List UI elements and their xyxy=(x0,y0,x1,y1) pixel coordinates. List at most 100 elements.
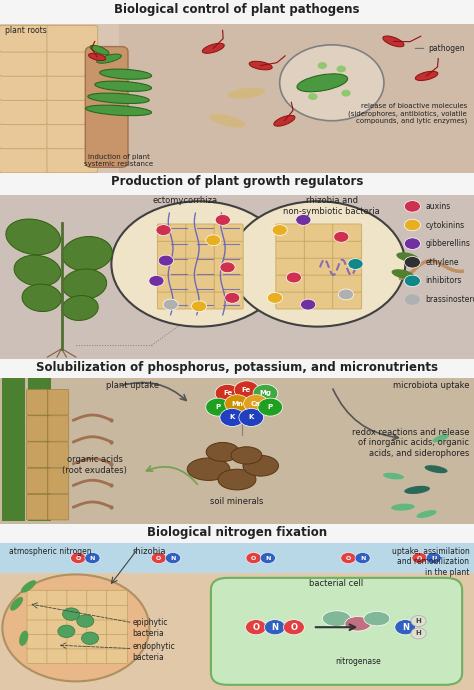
Circle shape xyxy=(404,238,420,249)
Circle shape xyxy=(334,231,349,242)
Text: Solubilization of phosphorus, potassium, and micronutrients: Solubilization of phosphorus, potassium,… xyxy=(36,361,438,374)
FancyBboxPatch shape xyxy=(0,544,474,573)
FancyBboxPatch shape xyxy=(27,494,47,520)
Text: epiphytic
bacteria: epiphytic bacteria xyxy=(133,618,168,638)
FancyBboxPatch shape xyxy=(48,389,69,415)
FancyBboxPatch shape xyxy=(67,649,88,664)
FancyBboxPatch shape xyxy=(304,292,333,309)
Circle shape xyxy=(404,275,420,286)
FancyBboxPatch shape xyxy=(47,98,98,124)
Ellipse shape xyxy=(187,458,230,480)
FancyBboxPatch shape xyxy=(27,649,48,664)
Text: ectomycorrhiza: ectomycorrhiza xyxy=(152,196,218,205)
FancyBboxPatch shape xyxy=(27,469,47,494)
Text: N: N xyxy=(265,555,271,560)
Circle shape xyxy=(244,395,268,413)
Text: N: N xyxy=(360,555,365,560)
Text: auxins: auxins xyxy=(426,202,451,211)
Circle shape xyxy=(225,293,240,303)
FancyBboxPatch shape xyxy=(214,224,243,241)
Circle shape xyxy=(395,620,416,635)
Ellipse shape xyxy=(62,295,98,320)
FancyBboxPatch shape xyxy=(276,224,305,241)
Ellipse shape xyxy=(218,469,256,490)
FancyBboxPatch shape xyxy=(276,258,305,275)
Circle shape xyxy=(206,235,221,246)
Text: microbiota uptake: microbiota uptake xyxy=(393,381,469,391)
Text: atmospheric nitrogen: atmospheric nitrogen xyxy=(9,546,92,556)
Circle shape xyxy=(77,615,94,627)
Text: induction of plant
systemic resistance: induction of plant systemic resistance xyxy=(84,155,153,168)
Ellipse shape xyxy=(62,269,107,299)
Text: gibberellins: gibberellins xyxy=(426,239,471,248)
Circle shape xyxy=(280,45,384,121)
Ellipse shape xyxy=(95,81,152,91)
Text: H: H xyxy=(416,618,421,624)
FancyBboxPatch shape xyxy=(47,74,98,100)
Ellipse shape xyxy=(21,580,36,593)
FancyBboxPatch shape xyxy=(304,241,333,258)
Text: redox reactions and release
of inorganic acids, organic
acids, and siderophores: redox reactions and release of inorganic… xyxy=(352,428,469,457)
FancyBboxPatch shape xyxy=(107,633,128,649)
FancyBboxPatch shape xyxy=(2,378,25,521)
Ellipse shape xyxy=(396,253,419,262)
FancyBboxPatch shape xyxy=(0,172,474,195)
FancyBboxPatch shape xyxy=(67,604,88,620)
Circle shape xyxy=(239,408,264,426)
Circle shape xyxy=(411,628,426,639)
FancyBboxPatch shape xyxy=(214,241,243,258)
Circle shape xyxy=(404,294,420,305)
FancyBboxPatch shape xyxy=(333,258,362,275)
Ellipse shape xyxy=(249,61,272,70)
Circle shape xyxy=(85,553,100,564)
FancyBboxPatch shape xyxy=(87,620,108,635)
FancyBboxPatch shape xyxy=(214,258,243,275)
FancyBboxPatch shape xyxy=(47,146,98,173)
FancyBboxPatch shape xyxy=(118,24,474,172)
Text: N: N xyxy=(272,622,278,632)
FancyBboxPatch shape xyxy=(157,258,186,275)
Ellipse shape xyxy=(210,114,246,128)
Ellipse shape xyxy=(383,36,404,47)
Ellipse shape xyxy=(432,434,449,442)
Text: O: O xyxy=(156,555,162,560)
Ellipse shape xyxy=(391,504,415,511)
FancyBboxPatch shape xyxy=(87,633,108,649)
FancyBboxPatch shape xyxy=(304,224,333,241)
FancyBboxPatch shape xyxy=(0,359,474,378)
Text: N: N xyxy=(402,622,409,632)
Ellipse shape xyxy=(19,631,28,646)
FancyBboxPatch shape xyxy=(186,292,215,309)
Ellipse shape xyxy=(364,611,390,626)
FancyBboxPatch shape xyxy=(87,604,108,620)
Text: Biological control of plant pathogens: Biological control of plant pathogens xyxy=(114,3,360,16)
FancyBboxPatch shape xyxy=(48,494,69,520)
FancyBboxPatch shape xyxy=(333,275,362,292)
Circle shape xyxy=(272,225,287,235)
Circle shape xyxy=(267,293,283,303)
FancyBboxPatch shape xyxy=(87,591,108,606)
Circle shape xyxy=(341,90,351,97)
FancyBboxPatch shape xyxy=(0,50,50,77)
Ellipse shape xyxy=(392,269,414,279)
FancyBboxPatch shape xyxy=(27,604,48,620)
FancyBboxPatch shape xyxy=(107,620,128,635)
FancyBboxPatch shape xyxy=(157,292,186,309)
FancyBboxPatch shape xyxy=(214,275,243,292)
Circle shape xyxy=(404,201,420,212)
Circle shape xyxy=(149,275,164,286)
Ellipse shape xyxy=(322,611,351,627)
Ellipse shape xyxy=(6,219,61,255)
Circle shape xyxy=(296,215,311,226)
FancyBboxPatch shape xyxy=(276,275,305,292)
FancyBboxPatch shape xyxy=(0,172,474,359)
Text: K: K xyxy=(248,415,254,420)
Ellipse shape xyxy=(425,465,447,473)
Circle shape xyxy=(348,259,363,269)
Ellipse shape xyxy=(297,74,347,92)
Circle shape xyxy=(338,289,354,300)
Text: Ca: Ca xyxy=(251,401,261,406)
FancyBboxPatch shape xyxy=(67,620,88,635)
FancyBboxPatch shape xyxy=(107,604,128,620)
Text: O: O xyxy=(417,555,422,560)
